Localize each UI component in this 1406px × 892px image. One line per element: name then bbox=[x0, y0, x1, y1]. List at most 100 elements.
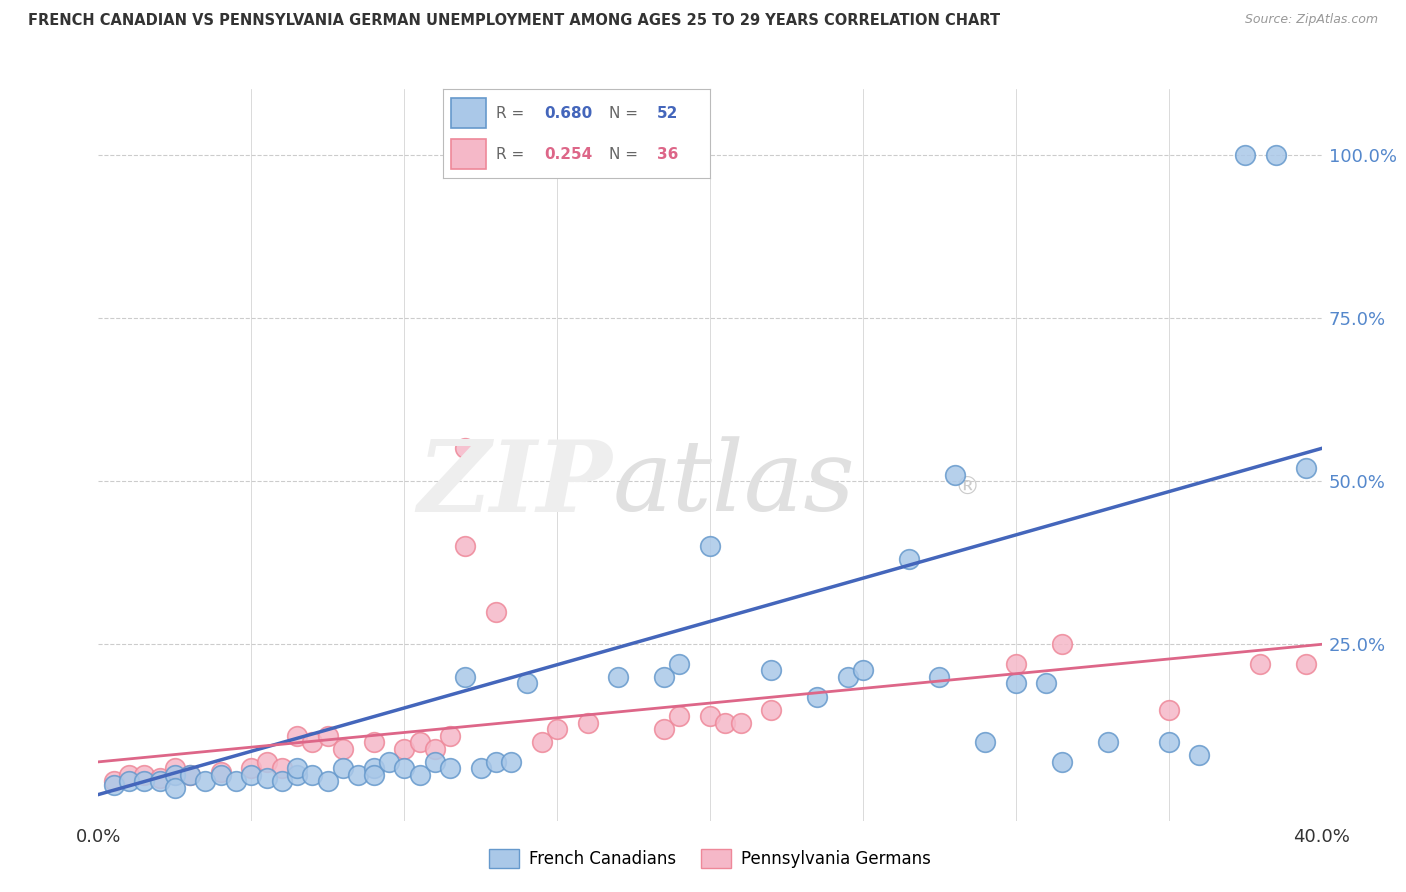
Text: 0.254: 0.254 bbox=[544, 147, 593, 161]
FancyBboxPatch shape bbox=[451, 98, 485, 128]
Point bbox=[974, 735, 997, 749]
Point bbox=[943, 467, 966, 482]
Point bbox=[439, 729, 461, 743]
Point bbox=[1157, 735, 1180, 749]
Point bbox=[163, 780, 186, 795]
Point bbox=[103, 778, 125, 792]
Point bbox=[714, 715, 737, 730]
Point bbox=[423, 755, 446, 769]
Point bbox=[285, 761, 308, 775]
Point bbox=[1295, 461, 1317, 475]
Point bbox=[759, 664, 782, 678]
Point bbox=[668, 657, 690, 671]
Point bbox=[134, 768, 156, 782]
Point bbox=[363, 735, 385, 749]
Point bbox=[209, 768, 232, 782]
Point bbox=[501, 755, 523, 769]
Point bbox=[363, 761, 385, 775]
Point bbox=[423, 741, 446, 756]
Point bbox=[1097, 735, 1119, 749]
Point bbox=[454, 670, 477, 684]
Point bbox=[1188, 748, 1211, 763]
Point bbox=[454, 539, 477, 553]
Text: 0.680: 0.680 bbox=[544, 106, 593, 120]
Text: 36: 36 bbox=[657, 147, 678, 161]
Point bbox=[454, 442, 477, 456]
Point bbox=[392, 761, 416, 775]
Point bbox=[470, 761, 492, 775]
Point bbox=[363, 768, 385, 782]
Point bbox=[285, 768, 308, 782]
Point bbox=[332, 741, 354, 756]
Point bbox=[607, 670, 630, 684]
Point bbox=[485, 755, 508, 769]
Point bbox=[256, 755, 278, 769]
Point bbox=[225, 774, 247, 789]
Point bbox=[806, 690, 828, 704]
Point bbox=[516, 676, 538, 690]
Legend: French Canadians, Pennsylvania Germans: French Canadians, Pennsylvania Germans bbox=[482, 842, 938, 874]
Point bbox=[928, 670, 950, 684]
FancyBboxPatch shape bbox=[451, 139, 485, 169]
Point bbox=[134, 774, 156, 789]
Point bbox=[1050, 755, 1073, 769]
Point bbox=[485, 605, 508, 619]
Point bbox=[546, 723, 568, 737]
Point bbox=[194, 774, 217, 789]
Point bbox=[179, 768, 201, 782]
Point bbox=[1157, 703, 1180, 717]
Point bbox=[270, 761, 292, 775]
Point bbox=[699, 709, 721, 723]
Point bbox=[837, 670, 859, 684]
Text: N =: N = bbox=[609, 147, 643, 161]
Point bbox=[179, 768, 201, 782]
Point bbox=[408, 735, 430, 749]
Point bbox=[668, 709, 690, 723]
Point bbox=[699, 539, 721, 553]
Point bbox=[316, 774, 339, 789]
Point bbox=[1234, 147, 1257, 161]
Point bbox=[392, 741, 416, 756]
Point bbox=[301, 735, 323, 749]
Point bbox=[852, 664, 875, 678]
Text: FRENCH CANADIAN VS PENNSYLVANIA GERMAN UNEMPLOYMENT AMONG AGES 25 TO 29 YEARS CO: FRENCH CANADIAN VS PENNSYLVANIA GERMAN U… bbox=[28, 13, 1000, 29]
Point bbox=[209, 764, 232, 779]
Point bbox=[270, 774, 292, 789]
Text: atlas: atlas bbox=[612, 436, 855, 532]
Point bbox=[103, 774, 125, 789]
Point bbox=[256, 771, 278, 785]
Point bbox=[149, 774, 172, 789]
Point bbox=[1004, 676, 1026, 690]
Point bbox=[1050, 637, 1073, 651]
Point bbox=[149, 771, 172, 785]
Point bbox=[730, 715, 752, 730]
Point bbox=[332, 761, 354, 775]
Text: N =: N = bbox=[609, 106, 643, 120]
Point bbox=[1264, 147, 1286, 161]
Point bbox=[897, 552, 920, 566]
Point bbox=[240, 761, 263, 775]
Point bbox=[118, 768, 141, 782]
Point bbox=[347, 768, 370, 782]
Point bbox=[285, 729, 308, 743]
Point bbox=[378, 755, 401, 769]
Point bbox=[530, 735, 553, 749]
Point bbox=[1295, 657, 1317, 671]
Point bbox=[240, 768, 263, 782]
Text: 52: 52 bbox=[657, 106, 678, 120]
Text: R =: R = bbox=[496, 147, 530, 161]
Point bbox=[576, 715, 599, 730]
Point bbox=[652, 670, 675, 684]
Point bbox=[1004, 657, 1026, 671]
Point bbox=[439, 761, 461, 775]
Point bbox=[408, 768, 430, 782]
Text: R =: R = bbox=[496, 106, 530, 120]
Point bbox=[118, 774, 141, 789]
Point bbox=[1249, 657, 1271, 671]
Point bbox=[759, 703, 782, 717]
Point bbox=[163, 761, 186, 775]
Text: Source: ZipAtlas.com: Source: ZipAtlas.com bbox=[1244, 13, 1378, 27]
Point bbox=[301, 768, 323, 782]
Point bbox=[1035, 676, 1057, 690]
Point bbox=[652, 723, 675, 737]
